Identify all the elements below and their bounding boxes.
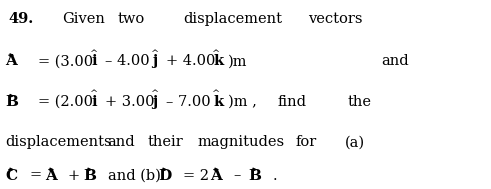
Text: + 4.00: + 4.00 <box>166 54 216 68</box>
Text: and (b): and (b) <box>108 169 161 183</box>
Text: their: their <box>148 136 184 149</box>
Text: = (2.00: = (2.00 <box>38 95 93 109</box>
Text: –: – <box>233 169 241 183</box>
Text: k: k <box>213 54 223 68</box>
Text: (a): (a) <box>345 136 365 149</box>
Text: .: . <box>273 169 277 183</box>
Text: +: + <box>68 169 80 183</box>
Text: B: B <box>5 95 18 109</box>
Text: j: j <box>152 95 157 109</box>
Text: = 2: = 2 <box>183 169 209 183</box>
Text: displacement: displacement <box>183 12 282 26</box>
Text: D: D <box>158 169 171 183</box>
Text: vectors: vectors <box>308 12 362 26</box>
Text: )m: )m <box>228 54 247 68</box>
Text: k: k <box>213 95 223 109</box>
Text: = (3.00: = (3.00 <box>38 54 93 68</box>
Text: )m ,: )m , <box>228 95 257 109</box>
Text: displacements: displacements <box>5 136 111 149</box>
Text: for: for <box>296 136 317 149</box>
Text: B: B <box>83 169 96 183</box>
Text: two: two <box>118 12 145 26</box>
Text: 49.: 49. <box>8 12 33 26</box>
Text: + 3.00: + 3.00 <box>105 95 155 109</box>
Text: Given: Given <box>62 12 105 26</box>
Text: j: j <box>152 54 157 68</box>
Text: =: = <box>30 169 42 183</box>
Text: A: A <box>5 54 17 68</box>
Text: the: the <box>348 95 372 109</box>
Text: and: and <box>107 136 135 149</box>
Text: i: i <box>91 54 97 68</box>
Text: magnitudes: magnitudes <box>198 136 285 149</box>
Text: ^: ^ <box>151 89 160 98</box>
Text: i: i <box>91 95 97 109</box>
Text: A: A <box>210 169 222 183</box>
Text: find: find <box>278 95 307 109</box>
Text: ^: ^ <box>90 49 99 58</box>
Text: C: C <box>5 169 17 183</box>
Text: ^: ^ <box>213 49 220 58</box>
Text: – 7.00: – 7.00 <box>166 95 211 109</box>
Text: A: A <box>45 169 57 183</box>
Text: ^: ^ <box>213 89 220 98</box>
Text: and: and <box>381 54 409 68</box>
Text: B: B <box>248 169 261 183</box>
Text: ^: ^ <box>151 49 160 58</box>
Text: – 4.00: – 4.00 <box>105 54 150 68</box>
Text: ^: ^ <box>90 89 99 98</box>
